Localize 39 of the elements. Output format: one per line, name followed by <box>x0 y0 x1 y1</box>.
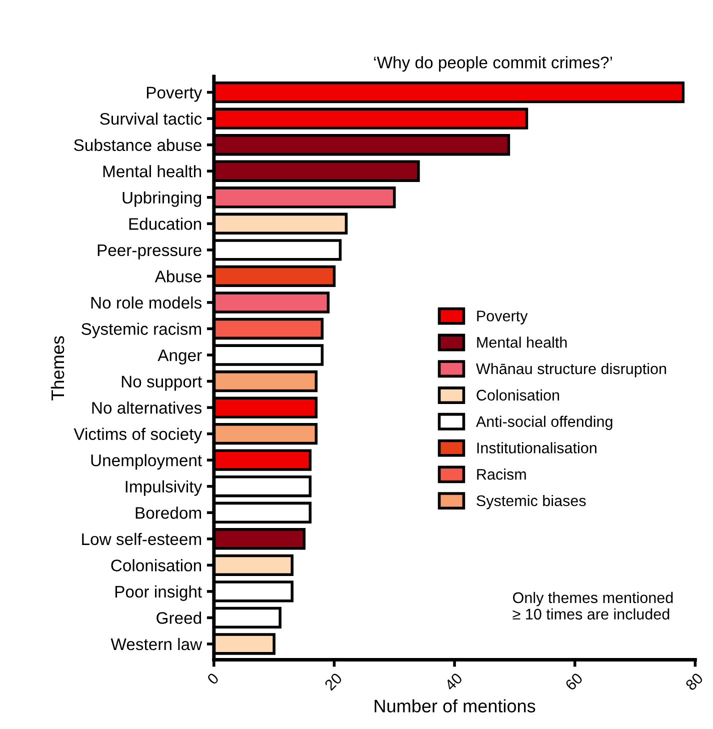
legend-label: Poverty <box>477 310 528 324</box>
x-tick-label: 40 <box>444 672 464 692</box>
y-tick-label: Anger <box>158 350 202 365</box>
legend-label: Institutionalisation <box>477 442 596 454</box>
y-tick-label: Low self-esteem <box>82 532 201 546</box>
y-tick-label: Systemic racism <box>82 322 201 338</box>
legend-label: Colonisation <box>476 389 560 401</box>
y-tick-label: Colonisation <box>111 559 202 572</box>
y-tick-label: No support <box>122 376 202 391</box>
chart-title: ‘Why do people commit crimes?’ <box>374 56 612 72</box>
legend-label: Anti-social offending <box>476 416 612 430</box>
y-tick-label: Poverty <box>146 86 202 102</box>
x-tick-label: 20 <box>324 672 343 691</box>
y-tick-label: No alternatives <box>92 402 202 414</box>
y-tick-label: Unemployment <box>91 454 202 470</box>
y-tick-label: Greed <box>156 612 202 624</box>
x-axis-title: Number of mentions <box>374 699 536 712</box>
legend-label: Racism <box>477 468 526 480</box>
y-tick-label: Poor insight <box>115 585 202 601</box>
y-tick-label: Western law <box>110 638 202 650</box>
legend-label: Mental health <box>477 336 567 348</box>
y-tick-label: Mental health <box>103 165 202 178</box>
y-tick-label: Peer-pressure <box>98 244 202 260</box>
y-tick-label: No role models <box>91 296 202 309</box>
x-tick-label: 0 <box>206 672 220 686</box>
y-tick-label: Boredom <box>136 506 201 519</box>
y-tick-label: Substance abuse <box>74 138 202 152</box>
x-tick-label: 80 <box>684 672 704 692</box>
legend-label: Systemic biases <box>476 494 586 510</box>
y-tick-label: Victims of society <box>74 428 202 444</box>
y-tick-label: Survival tactic <box>100 112 202 125</box>
legend-label: Whānau structure disruption <box>476 362 666 378</box>
y-tick-label: Education <box>129 218 202 230</box>
y-axis-title: Themes <box>50 336 64 400</box>
annotation: Only themes mentioned ≥ 10 times are included <box>512 592 673 620</box>
x-tick-label: 60 <box>564 672 584 691</box>
y-tick-label: Impulsivity <box>126 480 202 496</box>
y-tick-label: Upbringing <box>122 191 202 207</box>
y-tick-label: Abuse <box>154 270 202 282</box>
